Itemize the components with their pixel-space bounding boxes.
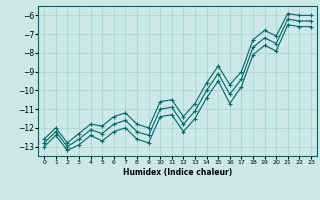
X-axis label: Humidex (Indice chaleur): Humidex (Indice chaleur) (123, 168, 232, 177)
